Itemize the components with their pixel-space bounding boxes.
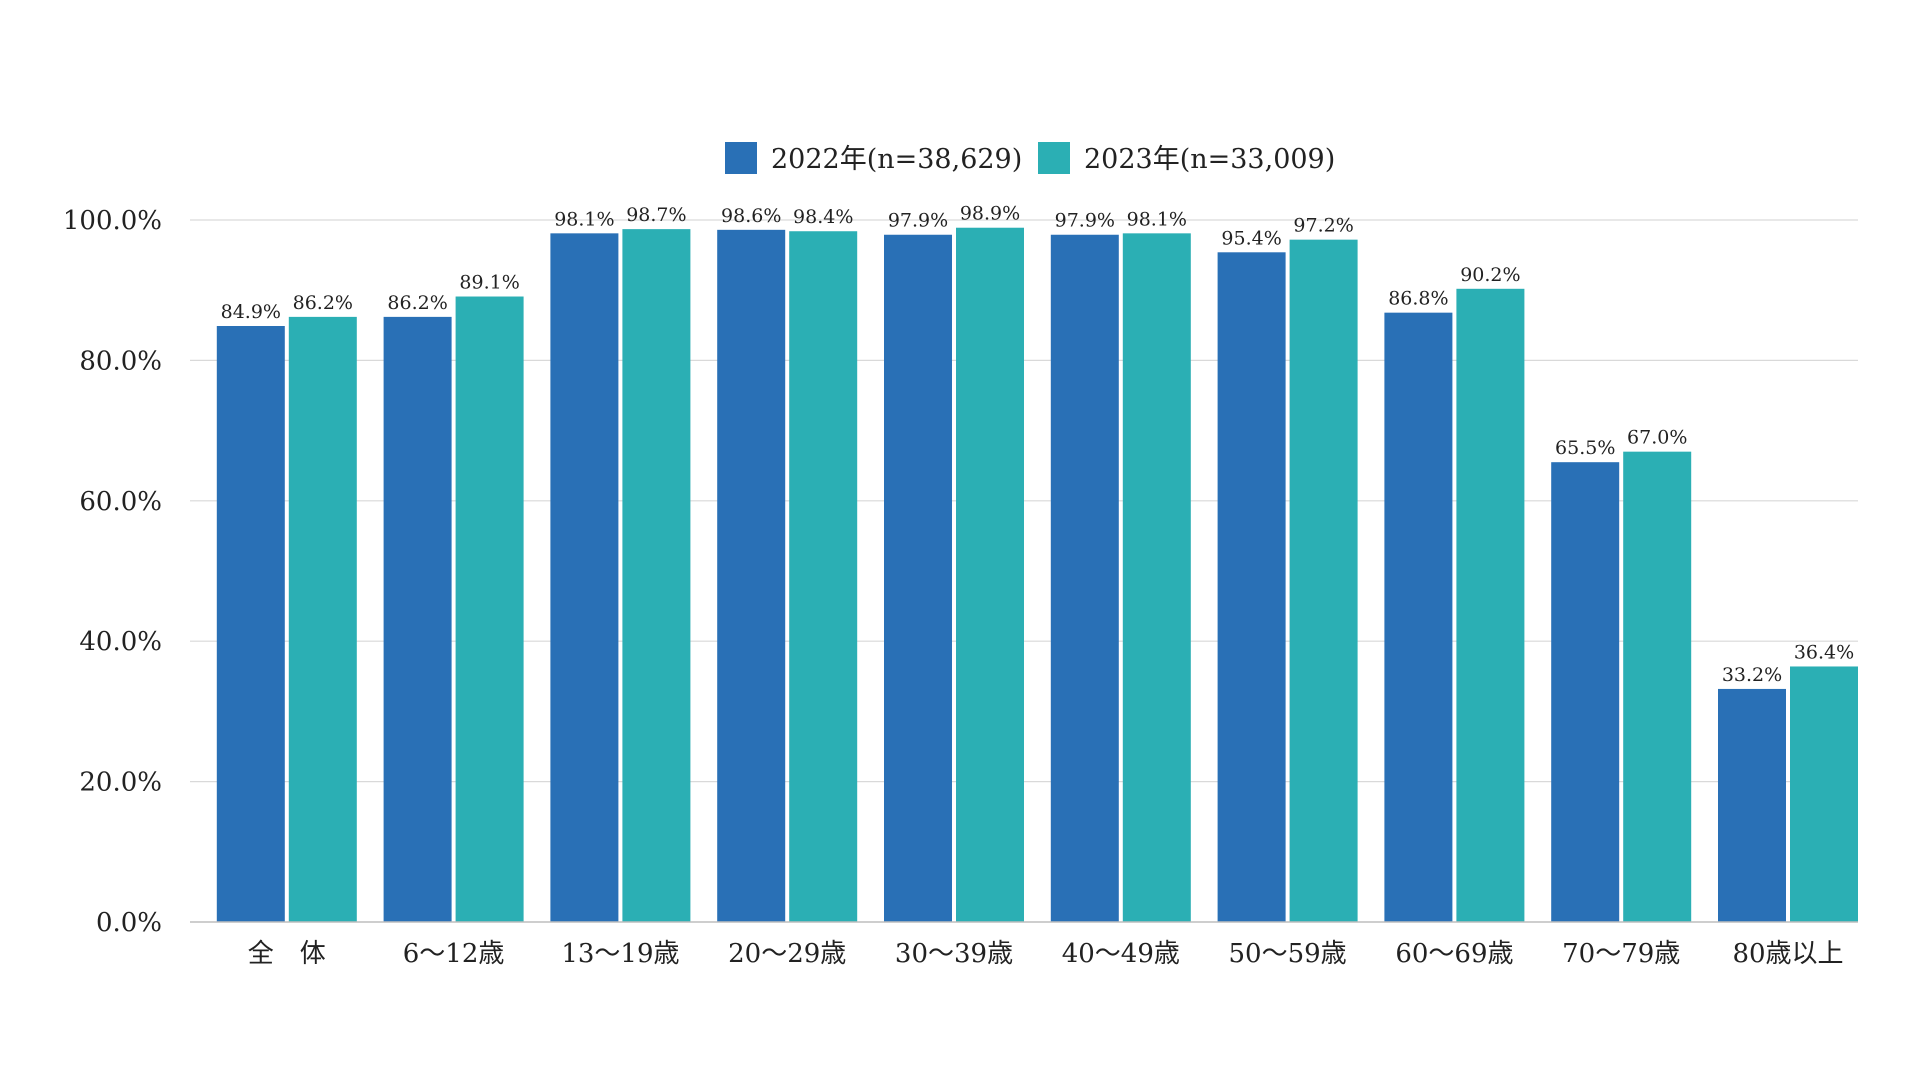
data-label: 98.4% bbox=[793, 206, 853, 228]
value-labels: 84.9% 86.2% 86.2% 89.1% 98.1% 98.7% 98.6% 98.4%… bbox=[221, 203, 1855, 686]
y-tick-label: 100.0% bbox=[63, 206, 162, 236]
data-label: 98.9% bbox=[960, 203, 1020, 225]
bar-0-3 bbox=[717, 229, 786, 922]
legend-label-0: 2022年(n=38,629) bbox=[771, 144, 1022, 175]
bar-0-6 bbox=[1217, 252, 1286, 923]
bar-1-7 bbox=[1456, 288, 1525, 922]
bar-1-0 bbox=[288, 316, 357, 923]
bar-0-0 bbox=[216, 326, 285, 922]
y-tick-label: 40.0% bbox=[79, 627, 162, 657]
data-label: 36.4% bbox=[1794, 641, 1854, 663]
data-label: 98.1% bbox=[1127, 208, 1187, 230]
bar-0-5 bbox=[1050, 234, 1119, 922]
x-tick-label: 40～49歳 bbox=[1062, 939, 1180, 969]
legend: 2022年(n=38,629) 2023年(n=33,009) bbox=[725, 142, 1335, 175]
data-label: 33.2% bbox=[1722, 664, 1782, 686]
x-tick-label: 80歳以上 bbox=[1732, 939, 1843, 969]
bar-0-8 bbox=[1551, 462, 1620, 922]
bar-1-2 bbox=[622, 229, 691, 923]
bars bbox=[216, 227, 1858, 923]
data-label: 84.9% bbox=[221, 301, 281, 323]
legend-swatch-0 bbox=[725, 142, 757, 174]
x-tick-label: 13～19歳 bbox=[561, 939, 679, 969]
x-tick-label: 全 体 bbox=[248, 939, 326, 969]
x-tick-label: 70～79歳 bbox=[1562, 939, 1680, 969]
data-label: 97.9% bbox=[888, 210, 948, 232]
data-label: 98.6% bbox=[721, 205, 781, 227]
x-tick-label: 60～69歳 bbox=[1395, 939, 1513, 969]
legend-swatch-1 bbox=[1038, 142, 1070, 174]
data-label: 97.2% bbox=[1293, 215, 1353, 237]
data-label: 90.2% bbox=[1460, 264, 1520, 286]
bar-1-8 bbox=[1623, 451, 1692, 922]
bar-1-9 bbox=[1790, 666, 1858, 922]
x-axis: 全 体 6～12歳 13～19歳 20～29歳 30～39歳 40～49歳 50～59歳 60… bbox=[190, 921, 1858, 969]
x-tick-label: 30～39歳 bbox=[895, 939, 1013, 969]
bar-0-7 bbox=[1384, 312, 1453, 922]
bar-1-3 bbox=[789, 231, 858, 922]
data-label: 97.9% bbox=[1055, 210, 1115, 232]
data-label: 86.8% bbox=[1388, 288, 1448, 310]
bar-1-1 bbox=[455, 296, 524, 922]
bar-0-9 bbox=[1718, 688, 1786, 922]
y-tick-label: 20.0% bbox=[79, 768, 162, 798]
data-label: 95.4% bbox=[1221, 227, 1281, 249]
bar-0-2 bbox=[550, 233, 619, 922]
x-tick-label: 50～59歳 bbox=[1229, 939, 1347, 969]
bar-0-4 bbox=[884, 234, 952, 922]
y-tick-label: 60.0% bbox=[79, 487, 162, 517]
data-label: 65.5% bbox=[1555, 437, 1615, 459]
data-label: 67.0% bbox=[1627, 427, 1687, 449]
data-label: 89.1% bbox=[459, 272, 519, 294]
data-label: 98.1% bbox=[554, 208, 614, 230]
legend-label-1: 2023年(n=33,009) bbox=[1084, 144, 1335, 175]
x-tick-label: 20～29歳 bbox=[728, 939, 846, 969]
data-label: 86.2% bbox=[293, 292, 353, 314]
y-axis: 0.0% 20.0% 40.0% 60.0% 80.0% 100.0% bbox=[63, 206, 162, 938]
data-label: 86.2% bbox=[387, 292, 447, 314]
bar-1-5 bbox=[1122, 233, 1191, 922]
bar-0-1 bbox=[383, 316, 452, 923]
y-tick-label: 0.0% bbox=[96, 908, 162, 938]
x-tick-label: 6～12歳 bbox=[403, 939, 505, 969]
bar-1-6 bbox=[1289, 239, 1358, 922]
bar-1-4 bbox=[956, 227, 1024, 923]
y-tick-label: 80.0% bbox=[79, 346, 162, 376]
data-label: 98.7% bbox=[626, 204, 686, 226]
